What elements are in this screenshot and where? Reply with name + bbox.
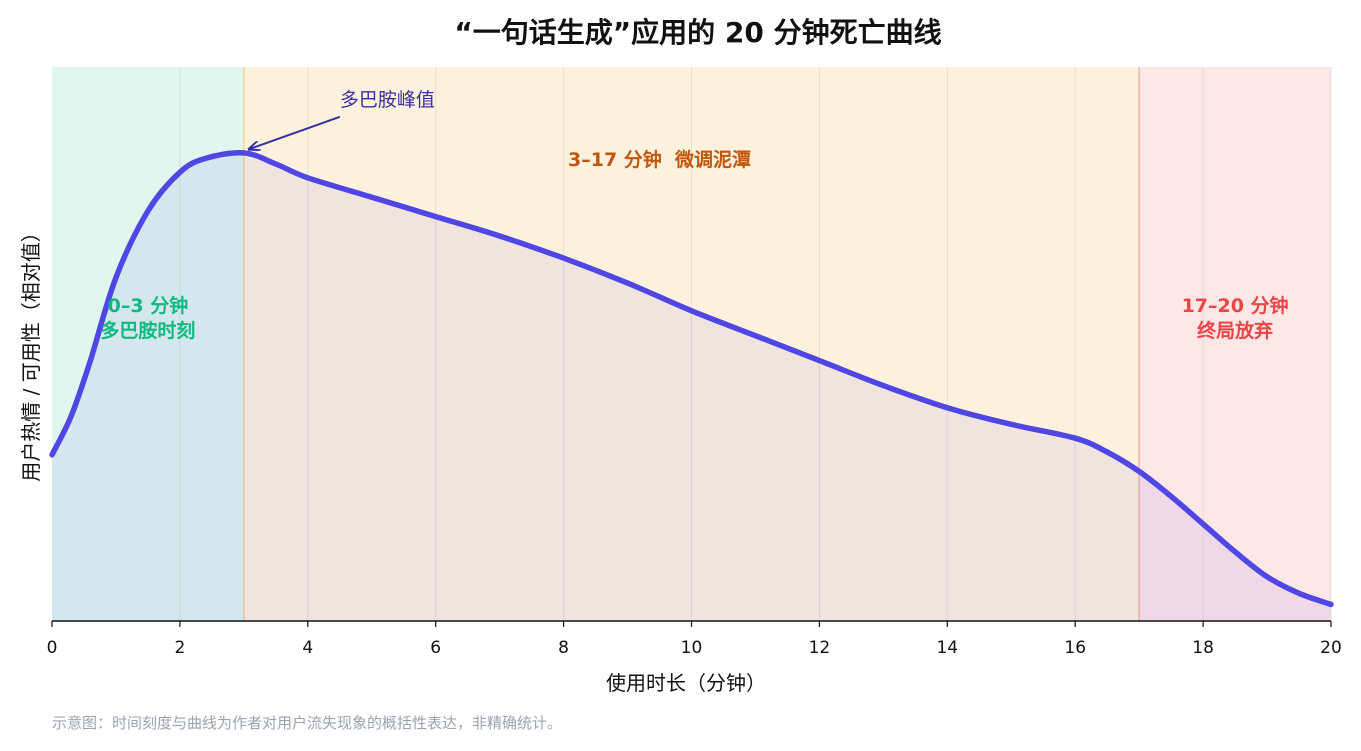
x-tick-label-0: 0 (47, 638, 58, 658)
footnote: 示意图：时间刻度与曲线为作者对用户流失现象的概括性表达，非精确统计。 (52, 714, 563, 732)
phase-band-3 (1139, 67, 1331, 621)
x-tick-label-16: 16 (1064, 638, 1086, 658)
series-line (49, 149, 1334, 608)
y-axis-label: 用户热情 / 可用性（相对值） (19, 222, 43, 481)
x-tick-label-2: 2 (174, 638, 185, 658)
phase-label-1: 0–3 分钟 (108, 294, 189, 317)
annotation-arrow-1 (250, 115, 341, 149)
grid-lines (179, 67, 1332, 621)
x-axis-label: 使用时长（分钟） (606, 671, 766, 695)
phase-label-2: 3–17 分钟 微调泥潭 (568, 148, 751, 171)
x-tick-label-4: 4 (302, 638, 313, 658)
axes: 0 2 4 6 8 10 12 14 16 18 20 (47, 620, 1342, 658)
chart-title: “一句话生成”应用的 20 分钟死亡曲线 (454, 16, 941, 49)
x-tick-label-6: 6 (430, 638, 441, 658)
phase-label-3: 17–20 分钟 (1182, 294, 1289, 317)
x-tick-label-8: 8 (558, 638, 569, 658)
phase-label-3-line2: 终局放弃 (1197, 319, 1273, 342)
series-layer (49, 149, 1334, 621)
x-tick-label-12: 12 (809, 638, 831, 658)
x-tick-label-10: 10 (681, 638, 703, 658)
annotations: 多巴胺峰值 (250, 89, 435, 149)
x-tick-label-18: 18 (1192, 638, 1214, 658)
phase-band-2 (243, 67, 1140, 621)
series-area (52, 152, 1331, 621)
phase-label-1-line2: 多巴胺时刻 (100, 319, 195, 342)
annotation-label-1: 多巴胺峰值 (340, 89, 435, 111)
x-tick-label-14: 14 (936, 638, 958, 658)
x-tick-label-20: 20 (1320, 638, 1342, 658)
